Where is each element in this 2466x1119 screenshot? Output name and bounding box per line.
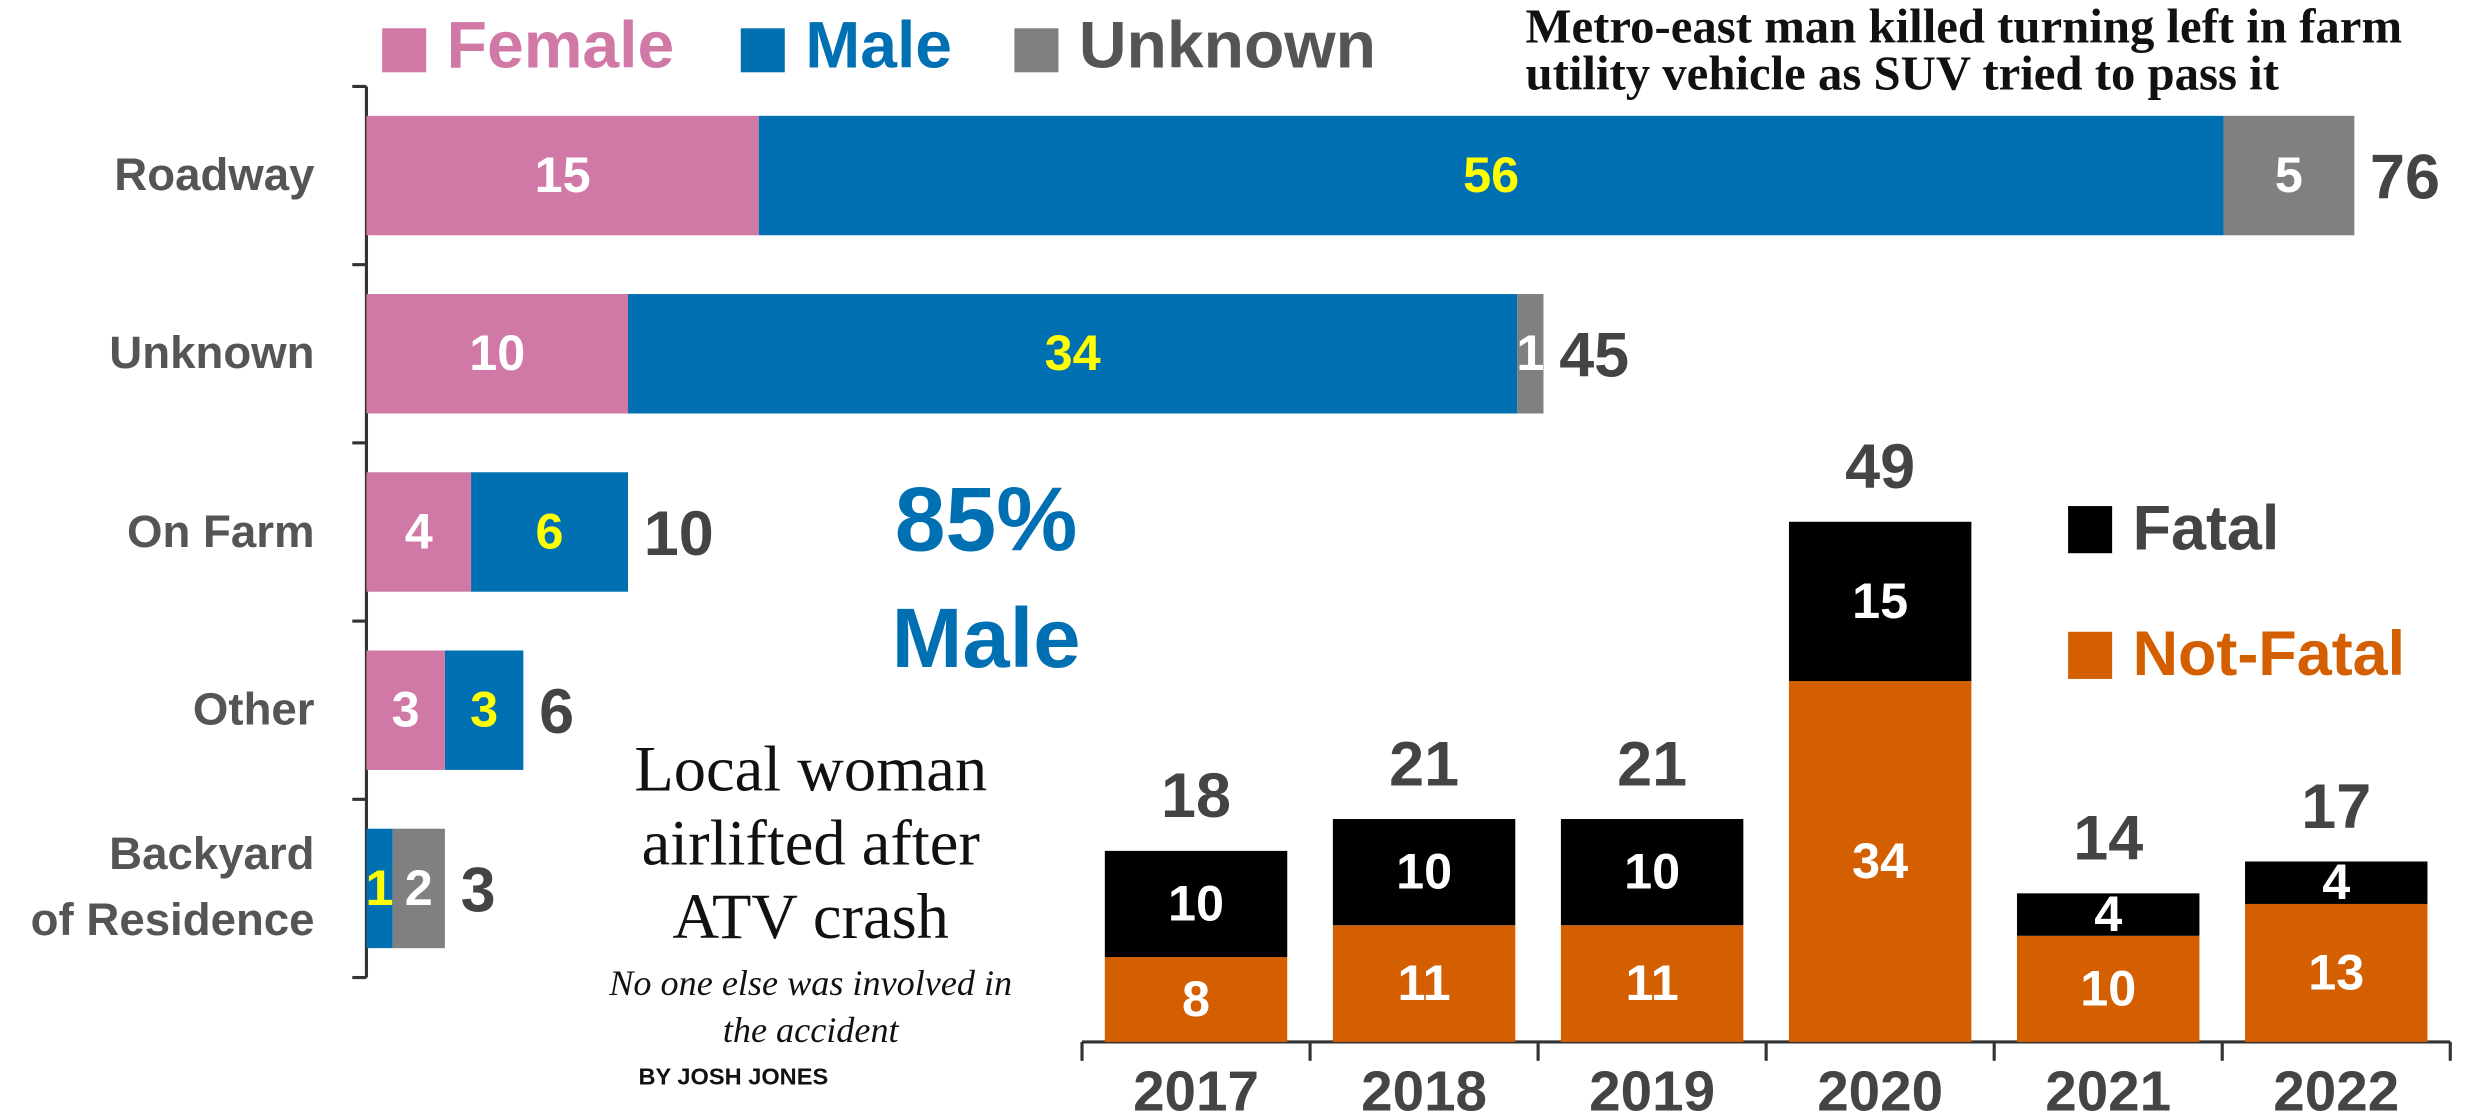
bar-segment <box>628 294 1518 414</box>
data-label: 4 <box>405 502 433 559</box>
byline: BY JOSH JONES <box>638 1063 829 1091</box>
legend-swatch <box>740 28 785 73</box>
data-label: 11 <box>1626 954 1679 1011</box>
bar-segment <box>471 472 629 592</box>
x-tick-label: 2017 <box>1133 1059 1259 1119</box>
bar-segment <box>1560 925 1744 1042</box>
bar-segment <box>1788 681 1972 1042</box>
bar-segment <box>444 650 524 770</box>
annotation: 85% <box>895 469 1078 571</box>
bar-segment <box>2245 861 2428 904</box>
data-label: 3 <box>470 681 498 738</box>
bar-segment <box>366 828 393 949</box>
headline: Local woman airlifted after ATV crash <box>634 732 988 953</box>
data-label: 13 <box>2308 943 2364 1000</box>
bar-segment <box>1332 819 1516 926</box>
bar-segment <box>366 472 472 592</box>
headline: Metro-east man killed turning left in fa… <box>1525 0 2403 101</box>
bar-segment <box>392 828 445 949</box>
data-label: 34 <box>1852 832 1908 889</box>
total-label: 45 <box>1559 321 1629 391</box>
data-label: 1 <box>366 859 394 916</box>
total-label: 76 <box>2370 142 2440 212</box>
bar-segment <box>758 115 2224 236</box>
x-tick-label: 2021 <box>2045 1059 2171 1119</box>
bar-segment <box>2016 935 2200 1042</box>
total-label: 21 <box>1389 729 1459 799</box>
data-label: 4 <box>2094 885 2122 942</box>
legend-label: Unknown <box>1079 8 1376 82</box>
data-label: 10 <box>469 324 525 381</box>
data-label: 8 <box>1182 970 1210 1027</box>
x-tick-label: 2022 <box>2273 1059 2399 1119</box>
bar-segment <box>366 115 759 236</box>
legend-swatch <box>1014 28 1059 73</box>
legend-swatch <box>2068 631 2113 679</box>
total-label: 17 <box>2301 772 2371 842</box>
data-label: 3 <box>392 681 420 738</box>
data-label: 2 <box>405 859 433 916</box>
total-label: 3 <box>461 855 496 925</box>
bar-segment <box>1104 850 1288 958</box>
legend-swatch <box>382 28 427 73</box>
data-label: 1 <box>1516 324 1544 381</box>
data-label: 10 <box>1168 874 1224 931</box>
legend-label: Fatal <box>2133 493 2280 563</box>
y-tick-label: On Farm <box>126 506 315 558</box>
y-tick-label: Other <box>192 685 315 736</box>
data-label: 15 <box>1852 572 1908 629</box>
legend-label: Male <box>805 8 952 82</box>
bar-segment <box>2223 115 2355 236</box>
total-label: 14 <box>2073 804 2143 874</box>
total-label: 10 <box>644 499 714 569</box>
bar-segment <box>366 294 629 414</box>
bar-segment <box>2016 893 2200 936</box>
bar-segment <box>2245 903 2428 1042</box>
y-tick-label: Roadway <box>114 150 315 201</box>
annotation: Male <box>892 590 1081 685</box>
data-label: 11 <box>1397 954 1450 1011</box>
data-label: 4 <box>2322 853 2350 910</box>
legend-swatch <box>2068 506 2113 554</box>
bar-segment <box>1788 521 1972 682</box>
legend-label: Female <box>447 8 675 82</box>
data-label: 10 <box>1624 843 1680 900</box>
x-tick-label: 2018 <box>1361 1059 1487 1119</box>
subhead: No one else was involved in the accident <box>609 963 1013 1050</box>
data-label: 56 <box>1463 146 1519 203</box>
x-tick-label: 2020 <box>1817 1059 1943 1119</box>
data-label: 6 <box>536 502 564 559</box>
bar-segment <box>1517 294 1544 414</box>
data-label: 15 <box>535 146 591 203</box>
x-tick-label: 2019 <box>1589 1059 1715 1119</box>
legend-label: Not-Fatal <box>2133 619 2406 689</box>
article: Local woman airlifted after ATV crash No… <box>594 732 1026 1090</box>
data-label: 34 <box>1045 324 1101 381</box>
bar-segment <box>1560 819 1744 926</box>
total-label: 6 <box>539 677 574 747</box>
bar-segment <box>1104 957 1288 1042</box>
data-label: 10 <box>2080 959 2136 1016</box>
data-label: 5 <box>2275 146 2303 203</box>
y-tick-label: Unknown <box>109 328 315 379</box>
data-label: 10 <box>1396 843 1452 900</box>
bar-segment <box>1332 925 1516 1042</box>
total-label: 21 <box>1617 729 1687 799</box>
bar-segment <box>366 650 445 770</box>
y-tick-label: Backyard of Residence <box>30 830 315 947</box>
total-label: 49 <box>1845 432 1915 502</box>
total-label: 18 <box>1161 761 1231 831</box>
